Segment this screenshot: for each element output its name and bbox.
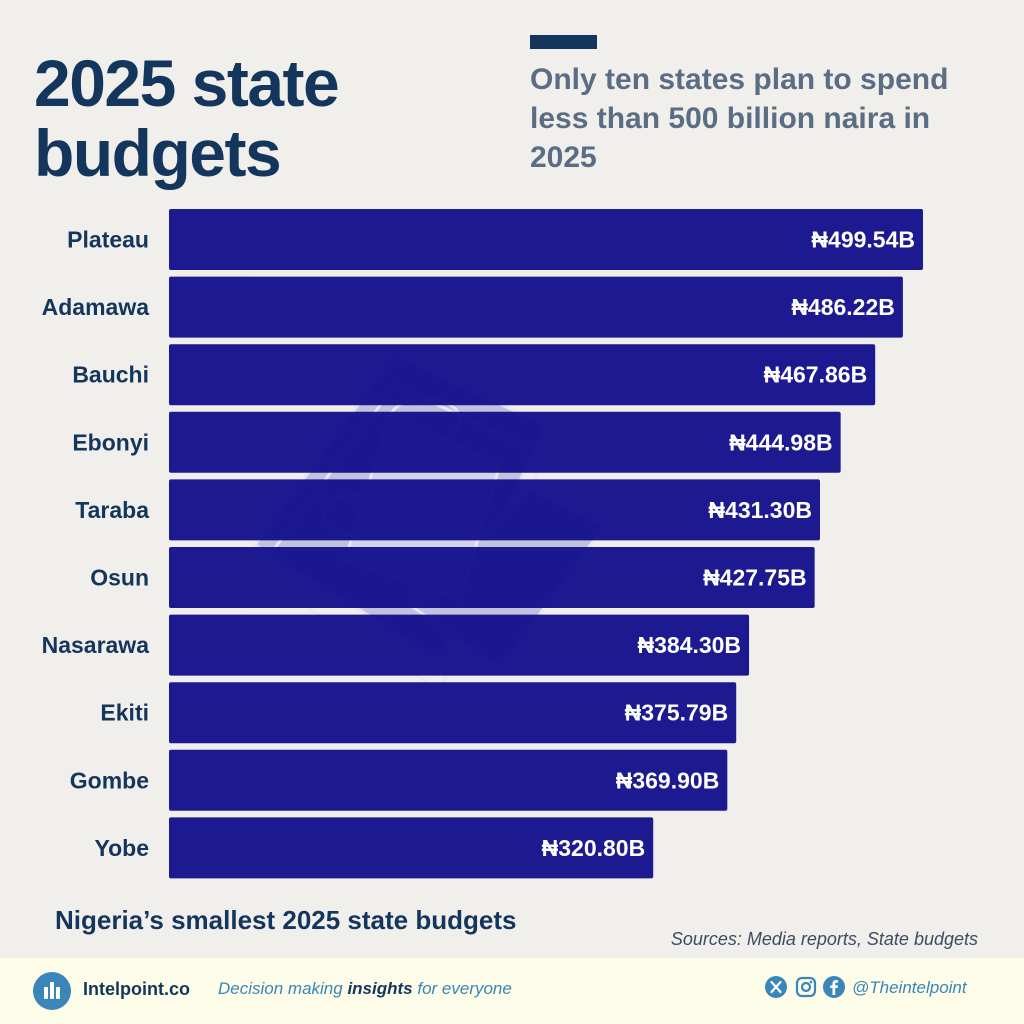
bar-bauchi	[169, 344, 876, 406]
category-label-gombe: Gombe	[70, 767, 149, 793]
x-icon[interactable]	[765, 976, 787, 998]
category-label-ebonyi: Ebonyi	[72, 429, 149, 455]
facebook-icon[interactable]	[823, 976, 845, 998]
value-label-bauchi: ₦467.86B	[764, 362, 868, 388]
value-label-gombe: ₦369.90B	[616, 767, 720, 793]
category-label-taraba: Taraba	[75, 497, 149, 523]
value-label-osun: ₦427.75B	[703, 565, 807, 591]
category-label-osun: Osun	[90, 565, 149, 591]
accent-rule	[530, 35, 597, 49]
bar-chart: Plateau ₦499.54B Adamawa ₦486.22B Bauchi ₦467…	[42, 209, 924, 879]
bar-osun	[169, 547, 815, 608]
subtitle: Only ten states plan to spend less than …	[530, 63, 949, 174]
bar-ekiti	[169, 682, 737, 744]
value-label-ebonyi: ₦444.98B	[729, 429, 833, 455]
value-label-nasarawa: ₦384.30B	[637, 632, 741, 658]
bar-taraba	[169, 479, 821, 541]
page-title: 2025 state budgets	[34, 46, 340, 190]
tagline-pre: Decision making	[218, 979, 348, 998]
brand-name[interactable]: Intelpoint.co	[83, 979, 190, 999]
tagline-bold: insights	[347, 979, 413, 998]
bar-ebonyi	[169, 411, 841, 473]
category-label-bauchi: Bauchi	[72, 362, 149, 388]
sources-note: Sources: Media reports, State budgets	[670, 929, 978, 949]
bar-adamawa	[169, 276, 903, 338]
value-label-plateau: ₦499.54B	[811, 227, 915, 253]
tagline: Decision making insights for everyone	[218, 979, 512, 999]
value-label-ekiti: ₦375.79B	[625, 700, 729, 726]
category-label-ekiti: Ekiti	[100, 700, 149, 726]
chart-caption: Nigeria’s smallest 2025 state budgets	[55, 905, 517, 935]
bar-plateau	[169, 209, 924, 270]
value-label-taraba: ₦431.30B	[708, 497, 812, 523]
footer: Intelpoint.co Decision making insights f…	[0, 958, 1024, 1024]
bar-nasarawa	[169, 614, 750, 676]
intelpoint-logo-icon[interactable]	[33, 972, 71, 1010]
category-label-yobe: Yobe	[94, 835, 149, 861]
category-label-plateau: Plateau	[67, 227, 149, 253]
tagline-post: for everyone	[412, 979, 512, 998]
value-label-adamawa: ₦486.22B	[791, 294, 895, 320]
instagram-icon[interactable]	[795, 976, 817, 998]
category-label-adamawa: Adamawa	[42, 294, 150, 320]
bar-yobe	[169, 817, 654, 879]
category-label-nasarawa: Nasarawa	[42, 632, 150, 658]
social-handle[interactable]: @Theintelpoint	[852, 978, 967, 997]
value-label-yobe: ₦320.80B	[542, 835, 646, 861]
bar-gombe	[169, 749, 728, 811]
